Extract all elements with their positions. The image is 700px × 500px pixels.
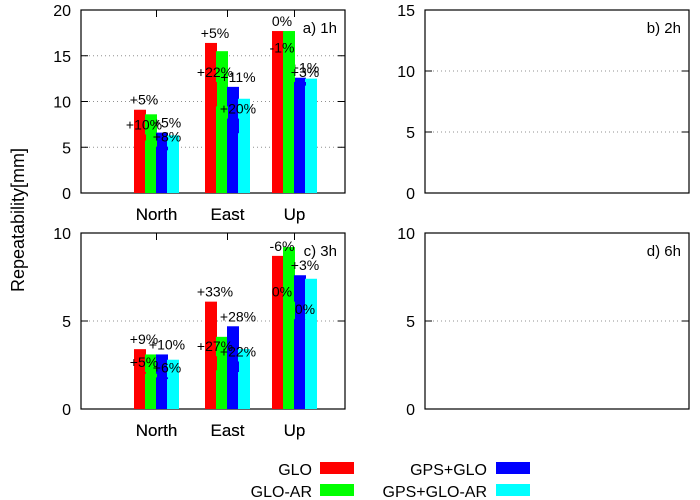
- gps-glo-change-annotation: +20%: [220, 101, 256, 117]
- bar-glo-ar: [216, 106, 228, 193]
- plot-frame: [424, 232, 690, 410]
- gps-glo-change-annotation: +11%: [220, 69, 255, 85]
- bar-glo-ar: [145, 373, 157, 409]
- bar-glo-ar: [283, 56, 295, 193]
- x-category-label: North: [136, 205, 178, 224]
- glo-change-annotation: +27%: [197, 338, 233, 354]
- bar-glo: [272, 301, 284, 409]
- y-tick-label: 15: [53, 49, 71, 66]
- x-category-label: North: [136, 421, 178, 440]
- legend: GLO GLO-AR GPS+GLO GPS+GLO-AR: [251, 462, 530, 500]
- bar-gps-glo: [227, 361, 239, 409]
- y-tick-label: 10: [53, 226, 71, 243]
- glo-change-annotation: 0%: [272, 284, 292, 300]
- y-tick-label: 0: [62, 402, 71, 419]
- glo-change-annotation: +10%: [126, 116, 162, 132]
- y-tick-label: 10: [53, 95, 71, 112]
- y-tick-label: 20: [53, 3, 71, 20]
- glo-change-annotation: +5%: [201, 25, 229, 41]
- bar-glo-ar: [283, 301, 295, 409]
- gps-glo-change-annotation: +10%: [149, 336, 185, 352]
- bar-gps-glo-ar: [305, 319, 317, 409]
- x-category-label: Up: [284, 205, 306, 224]
- y-tick-label: 10: [397, 226, 415, 243]
- chart-panel-2: 0 5 10 15 North East Up +10%+8% +22% +20% -1% +3% b)…: [126, 3, 690, 224]
- panel-label: c) 3h: [304, 243, 337, 260]
- x-category-label: East: [210, 421, 244, 440]
- bar-glo-ar: [216, 370, 228, 409]
- glo-change-annotation: +33%: [197, 284, 233, 300]
- bar-glo: [272, 57, 284, 193]
- glo-change-annotation: +9%: [130, 331, 158, 347]
- bar-glo: [134, 134, 146, 193]
- x-category-label: North: [136, 421, 178, 440]
- x-category-label: Up: [284, 421, 306, 440]
- legend-swatch: [320, 462, 354, 474]
- bar-gps-glo-ar: [167, 379, 179, 409]
- glo-change-annotation: +22%: [197, 64, 233, 80]
- gps-glo-change-annotation: +22%: [220, 343, 256, 359]
- glo-change-annotation: -6%: [270, 238, 295, 254]
- legend-swatch: [496, 462, 530, 474]
- legend-label: GLO: [278, 462, 312, 479]
- y-tick-label: 0: [62, 186, 71, 203]
- plot-frame: [424, 9, 690, 194]
- glo-change-annotation: +5%: [130, 92, 158, 108]
- bar-gps-glo-ar: [305, 85, 317, 193]
- gps-glo-change-annotation: 0%: [295, 301, 315, 317]
- bar-gps-glo: [294, 81, 306, 193]
- legend-label: GPS+GLO: [410, 462, 487, 479]
- panel-label: d) 6h: [647, 243, 681, 260]
- y-tick-label: 0: [406, 402, 415, 419]
- x-category-label: East: [210, 421, 244, 440]
- y-tick-label: 0: [406, 186, 415, 203]
- bar-gps-glo: [227, 118, 239, 193]
- y-tick-label: 5: [62, 140, 71, 157]
- bar-glo-ar: [145, 140, 157, 193]
- bar-glo: [205, 81, 217, 193]
- y-tick-label: 5: [62, 314, 71, 331]
- y-axis-label: Repeatability[mm]: [8, 148, 28, 292]
- gps-glo-change-annotation: +3%: [291, 257, 319, 273]
- x-category-label: Up: [284, 205, 306, 224]
- gps-glo-change-annotation: +1%: [291, 60, 319, 76]
- gps-glo-change-annotation: +8%: [153, 129, 181, 145]
- bar-gps-glo-ar: [238, 372, 250, 409]
- legend-swatch: [496, 484, 530, 496]
- panel-label: b) 2h: [647, 20, 681, 37]
- y-tick-label: 10: [397, 64, 415, 81]
- bar-gps-glo-ar: [238, 133, 250, 193]
- legend-swatch: [320, 484, 354, 496]
- bar-gps-glo: [294, 319, 306, 409]
- gps-glo-change-annotation: +28%: [220, 308, 256, 324]
- y-tick-label: 5: [406, 314, 415, 331]
- y-tick-label: 15: [397, 3, 415, 20]
- bar-gps-glo: [156, 146, 168, 193]
- glo-change-annotation: -1%: [270, 40, 295, 56]
- x-category-label: North: [136, 205, 178, 224]
- glo-change-annotation: 0%: [272, 13, 292, 29]
- bar-glo: [134, 372, 146, 409]
- x-category-label: East: [210, 205, 244, 224]
- gps-glo-change-annotation: +3%: [291, 64, 319, 80]
- gps-glo-change-annotation: +6%: [153, 359, 181, 375]
- x-category-label: East: [210, 205, 244, 224]
- gps-glo-change-annotation: +5%: [153, 115, 181, 131]
- panel-label: a) 1h: [303, 20, 337, 37]
- chart-panel-4: 0 5 10 North East Up +5%+6% +27%+22% 0%0% d) 6h: [130, 226, 690, 440]
- bar-gps-glo: [156, 377, 168, 409]
- legend-label: GPS+GLO-AR: [383, 484, 487, 500]
- glo-change-annotation: +5%: [130, 354, 158, 370]
- legend-label: GLO-AR: [251, 484, 312, 500]
- bar-gps-glo-ar: [167, 150, 179, 193]
- x-category-label: Up: [284, 421, 306, 440]
- y-tick-label: 5: [406, 125, 415, 142]
- bar-glo: [205, 356, 217, 409]
